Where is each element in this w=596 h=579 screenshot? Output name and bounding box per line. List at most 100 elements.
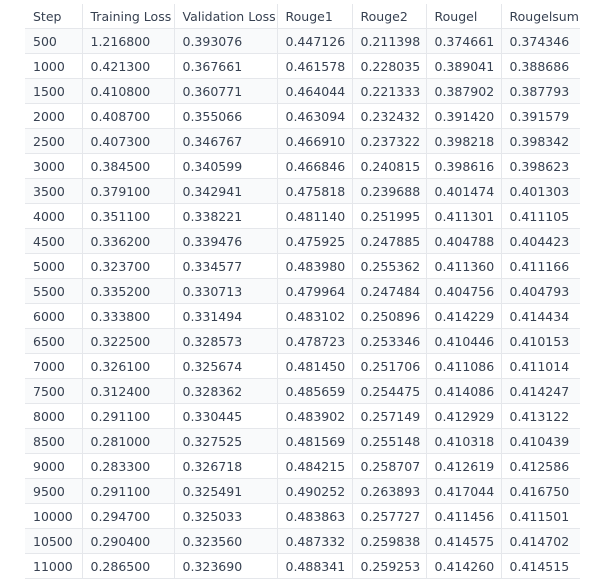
cell-validation-loss: 0.393076 [174, 28, 278, 54]
cell-step: 4500 [25, 228, 83, 254]
column-header-step: Step [25, 4, 83, 29]
cell-validation-loss: 0.338221 [174, 203, 278, 229]
cell-validation-loss: 0.325033 [174, 503, 278, 529]
cell-rougelsum: 0.413122 [501, 403, 580, 429]
cell-training-loss: 0.336200 [82, 228, 175, 254]
cell-rougelsum: 0.414247 [501, 378, 580, 404]
cell-training-loss: 0.407300 [82, 128, 175, 154]
cell-validation-loss: 0.330445 [174, 403, 278, 429]
cell-rougel: 0.412929 [426, 403, 502, 429]
cell-step: 3500 [25, 178, 83, 204]
cell-rougelsum: 0.411105 [501, 203, 580, 229]
cell-rouge2: 0.254475 [352, 378, 427, 404]
cell-rougelsum: 0.416750 [501, 478, 580, 504]
cell-validation-loss: 0.326718 [174, 453, 278, 479]
cell-rougel: 0.374661 [426, 28, 502, 54]
cell-rougel: 0.411456 [426, 503, 502, 529]
cell-validation-loss: 0.325491 [174, 478, 278, 504]
cell-validation-loss: 0.346767 [174, 128, 278, 154]
cell-rouge1: 0.483980 [277, 253, 353, 279]
cell-validation-loss: 0.340599 [174, 153, 278, 179]
cell-rouge2: 0.251995 [352, 203, 427, 229]
cell-step: 6000 [25, 303, 83, 329]
cell-rouge2: 0.259253 [352, 553, 427, 579]
column-header-rouge1: Rouge1 [277, 4, 353, 29]
cell-training-loss: 0.421300 [82, 53, 175, 79]
cell-step: 1500 [25, 78, 83, 104]
cell-rougel: 0.412619 [426, 453, 502, 479]
cell-rougelsum: 0.374346 [501, 28, 580, 54]
cell-rouge1: 0.481569 [277, 428, 353, 454]
cell-rouge2: 0.221333 [352, 78, 427, 104]
cell-training-loss: 0.333800 [82, 303, 175, 329]
cell-rouge2: 0.237322 [352, 128, 427, 154]
cell-rouge2: 0.247885 [352, 228, 427, 254]
cell-training-loss: 0.379100 [82, 178, 175, 204]
cell-rouge1: 0.447126 [277, 28, 353, 54]
cell-step: 10500 [25, 528, 83, 554]
cell-training-loss: 0.291100 [82, 403, 175, 429]
cell-training-loss: 0.312400 [82, 378, 175, 404]
metrics-table-container: Step Training Loss Validation Loss Rouge1 Ro… [25, 4, 580, 579]
cell-training-loss: 0.351100 [82, 203, 175, 229]
cell-rougelsum: 0.414434 [501, 303, 580, 329]
cell-rougelsum: 0.404793 [501, 278, 580, 304]
table-row: 4500 0.336200 0.339476 0.475925 0.247885 0.40… [25, 228, 580, 254]
cell-rougelsum: 0.414702 [501, 528, 580, 554]
table-row: 10500 0.290400 0.323560 0.487332 0.259838 0.4… [25, 528, 580, 554]
cell-rougelsum: 0.411166 [501, 253, 580, 279]
cell-step: 8500 [25, 428, 83, 454]
cell-rougel: 0.414086 [426, 378, 502, 404]
cell-training-loss: 0.335200 [82, 278, 175, 304]
cell-rouge1: 0.466846 [277, 153, 353, 179]
cell-rougel: 0.410446 [426, 328, 502, 354]
table-row: 10000 0.294700 0.325033 0.483863 0.257727 0.4… [25, 503, 580, 529]
cell-training-loss: 0.286500 [82, 553, 175, 579]
cell-rouge2: 0.211398 [352, 28, 427, 54]
cell-rouge1: 0.475925 [277, 228, 353, 254]
cell-rougel: 0.404756 [426, 278, 502, 304]
cell-step: 500 [25, 28, 83, 54]
cell-rougel: 0.411086 [426, 353, 502, 379]
table-row: 9000 0.283300 0.326718 0.484215 0.258707 0.41… [25, 453, 580, 479]
cell-rouge1: 0.485659 [277, 378, 353, 404]
cell-rouge2: 0.257727 [352, 503, 427, 529]
table-row: 8500 0.281000 0.327525 0.481569 0.255148 0.41… [25, 428, 580, 454]
cell-step: 3000 [25, 153, 83, 179]
cell-step: 2500 [25, 128, 83, 154]
cell-step: 8000 [25, 403, 83, 429]
cell-rougelsum: 0.410439 [501, 428, 580, 454]
cell-rougelsum: 0.411501 [501, 503, 580, 529]
table-body: 500 1.216800 0.393076 0.447126 0.211398 0.374… [25, 28, 580, 579]
cell-rouge1: 0.483902 [277, 403, 353, 429]
cell-validation-loss: 0.342941 [174, 178, 278, 204]
cell-rouge2: 0.247484 [352, 278, 427, 304]
cell-rouge2: 0.240815 [352, 153, 427, 179]
cell-rouge2: 0.258707 [352, 453, 427, 479]
cell-rougel: 0.389041 [426, 53, 502, 79]
table-header-row: Step Training Loss Validation Loss Rouge1 Ro… [25, 4, 580, 29]
cell-training-loss: 0.410800 [82, 78, 175, 104]
column-header-rougel: Rougel [426, 4, 502, 29]
table-row: 3000 0.384500 0.340599 0.466846 0.240815 0.39… [25, 153, 580, 179]
cell-validation-loss: 0.339476 [174, 228, 278, 254]
table-row: 2500 0.407300 0.346767 0.466910 0.237322 0.39… [25, 128, 580, 154]
cell-rouge1: 0.479964 [277, 278, 353, 304]
cell-step: 9000 [25, 453, 83, 479]
table-row: 11000 0.286500 0.323690 0.488341 0.259253 0.4… [25, 553, 580, 579]
cell-validation-loss: 0.330713 [174, 278, 278, 304]
table-row: 2000 0.408700 0.355066 0.463094 0.232432 0.39… [25, 103, 580, 129]
cell-training-loss: 0.283300 [82, 453, 175, 479]
table-row: 4000 0.351100 0.338221 0.481140 0.251995 0.41… [25, 203, 580, 229]
cell-validation-loss: 0.323560 [174, 528, 278, 554]
cell-rougel: 0.398218 [426, 128, 502, 154]
cell-validation-loss: 0.325674 [174, 353, 278, 379]
cell-rouge2: 0.232432 [352, 103, 427, 129]
cell-step: 2000 [25, 103, 83, 129]
cell-rouge2: 0.259838 [352, 528, 427, 554]
cell-validation-loss: 0.360771 [174, 78, 278, 104]
table-row: 3500 0.379100 0.342941 0.475818 0.239688 0.40… [25, 178, 580, 204]
cell-validation-loss: 0.355066 [174, 103, 278, 129]
table-row: 500 1.216800 0.393076 0.447126 0.211398 0.374… [25, 28, 580, 54]
cell-validation-loss: 0.327525 [174, 428, 278, 454]
